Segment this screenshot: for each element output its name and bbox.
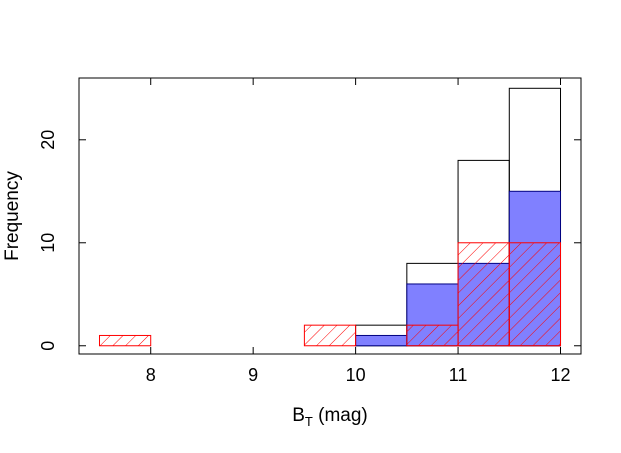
x-tick-label-4: 12 xyxy=(550,365,570,385)
filled-bar-5 xyxy=(355,334,408,347)
x-axis-title-subscript: T xyxy=(305,414,313,429)
x-axis-title-main: B xyxy=(292,405,305,426)
x-tick-label-0: 8 xyxy=(146,365,156,385)
hatched-bar-0 xyxy=(98,334,152,347)
plot-frame xyxy=(78,77,582,355)
x-axis-title: BT (mag) xyxy=(292,405,368,429)
y-tick-label-1: 10 xyxy=(38,233,58,253)
hatched-bar-6 xyxy=(406,324,459,347)
y-axis: 0 10 20 xyxy=(38,130,581,351)
x-tick-label-3: 11 xyxy=(449,365,468,385)
series-hatched-bars xyxy=(98,242,562,347)
y-axis-title: Frequency xyxy=(2,171,23,261)
x-axis: 8 9 10 11 12 xyxy=(146,78,571,385)
x-axis-title-unit: (mag) xyxy=(313,405,368,426)
y-tick-label-2: 20 xyxy=(38,130,58,150)
hatched-bar-7 xyxy=(457,242,510,347)
x-tick-label-2: 10 xyxy=(346,365,366,385)
hatched-bar-4 xyxy=(303,324,357,347)
y-tick-label-0: 0 xyxy=(38,341,58,351)
hatched-bar-8 xyxy=(508,242,562,347)
x-tick-label-1: 9 xyxy=(248,365,258,385)
